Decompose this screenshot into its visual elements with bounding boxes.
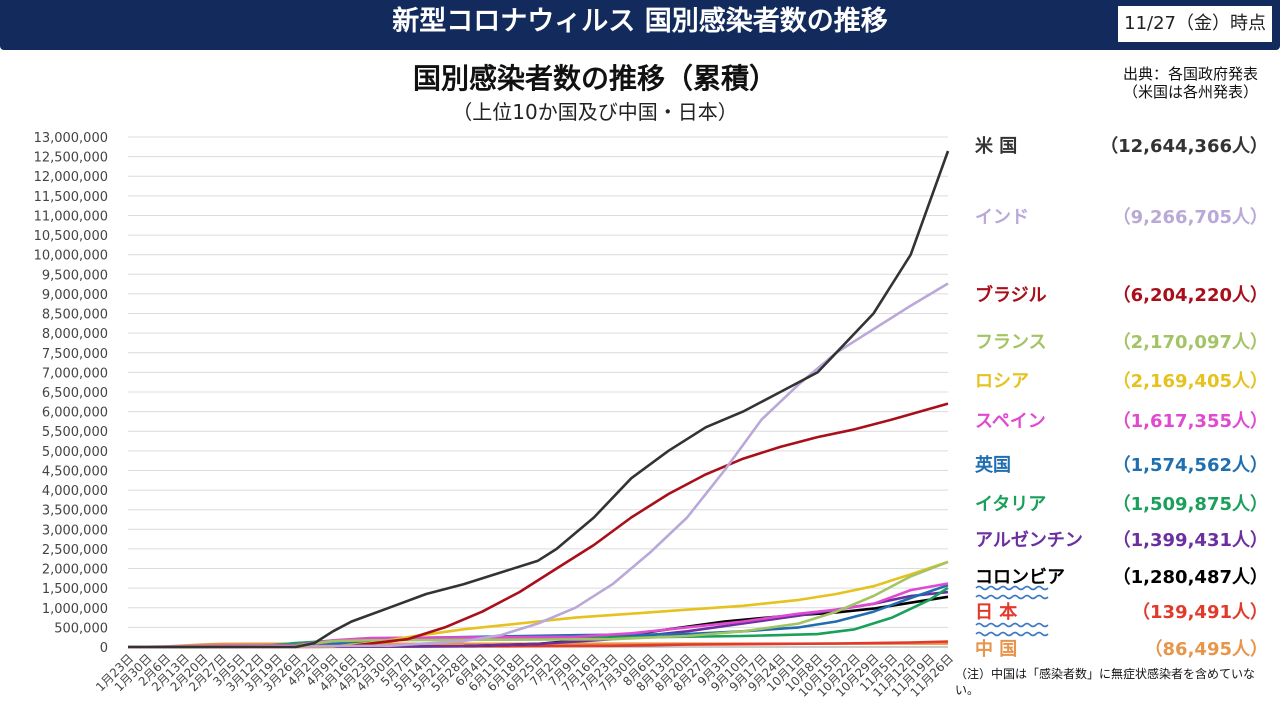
y-tick-label: 4,000,000 xyxy=(42,484,108,499)
wave-decoration xyxy=(975,631,1049,637)
legend-series-name: ロシア xyxy=(975,371,1029,392)
legend-series-value: （86,495人） xyxy=(1144,639,1268,660)
legend-series-name: 英国 xyxy=(975,455,1011,476)
series-line xyxy=(127,560,949,649)
y-tick-label: 1,500,000 xyxy=(42,582,108,597)
y-tick-label: 2,500,000 xyxy=(42,543,108,558)
y-tick-label: 12,000,000 xyxy=(34,170,108,185)
page-title: 新型コロナウィルス 国別感染者数の推移 xyxy=(392,6,888,37)
legend-series-value: （2,169,405人） xyxy=(1112,371,1268,392)
y-tick-label: 8,500,000 xyxy=(42,308,108,323)
chart-title: 国別感染者数の推移（累積） xyxy=(412,62,777,95)
legend-series-name: 日 本 xyxy=(975,602,1018,623)
series-line xyxy=(127,402,949,649)
series-line xyxy=(127,586,949,649)
y-tick-label: 8,000,000 xyxy=(42,327,108,342)
legend-series-value: （12,644,366人） xyxy=(1100,136,1268,157)
legend-series-value: （1,399,431人） xyxy=(1112,530,1268,551)
source-line-1: 出典：各国政府発表 xyxy=(1122,65,1258,83)
legend-series-name: スペイン xyxy=(975,411,1046,432)
series-line xyxy=(128,150,950,649)
legend-series-name: インド xyxy=(975,207,1029,228)
y-tick-label: 0 xyxy=(100,641,108,656)
wave-decoration xyxy=(975,585,1049,591)
y-tick-label: 3,500,000 xyxy=(42,504,108,519)
y-tick-label: 11,000,000 xyxy=(34,209,108,224)
legend-series-name: ブラジル xyxy=(975,285,1047,306)
y-tick-label: 13,000,000 xyxy=(34,131,108,146)
legend-series-name: 米 国 xyxy=(975,136,1018,157)
source-note: 出典：各国政府発表 （米国は各州発表） xyxy=(1123,65,1258,101)
legend-series-name: アルゼンチン xyxy=(975,530,1083,551)
y-tick-label: 4,500,000 xyxy=(42,464,108,479)
footnote: （注）中国は「感染者数」に無症状感染者を含めていない。 xyxy=(955,667,1256,697)
date-badge: 11/27（金）時点 xyxy=(1118,6,1272,42)
y-tick-label: 11,500,000 xyxy=(34,190,108,205)
legend-series-value: （1,509,875人） xyxy=(1112,494,1268,515)
y-tick-label: 9,000,000 xyxy=(42,288,108,303)
legend-series-value: （1,617,355人） xyxy=(1112,411,1268,432)
legend-series-name: 中 国 xyxy=(975,639,1018,660)
legend-series-value: （2,170,097人） xyxy=(1112,332,1268,353)
legend-series-name: コロンビア xyxy=(975,567,1065,588)
y-tick-label: 10,500,000 xyxy=(34,229,108,244)
legend-series-name: イタリア xyxy=(975,494,1047,515)
source-line-2: （米国は各州発表） xyxy=(1122,83,1258,101)
legend-series-value: （139,491人） xyxy=(1132,602,1268,623)
y-tick-label: 10,000,000 xyxy=(34,249,108,264)
y-tick-label: 6,000,000 xyxy=(42,406,108,421)
y-tick-label: 3,000,000 xyxy=(42,523,108,538)
header-banner: 新型コロナウィルス 国別感染者数の推移 11/27（金）時点 xyxy=(0,0,1280,50)
wave-decoration xyxy=(975,622,1049,628)
legend-series-value: （1,280,487人） xyxy=(1112,567,1268,588)
y-tick-label: 7,500,000 xyxy=(42,347,108,362)
y-tick-label: 7,000,000 xyxy=(42,366,108,381)
y-tick-label: 6,500,000 xyxy=(42,386,108,401)
legend-series-value: （6,204,220人） xyxy=(1112,285,1268,306)
y-tick-label: 1,000,000 xyxy=(42,602,108,617)
y-tick-label: 2,000,000 xyxy=(42,563,108,578)
y-tick-label: 500,000 xyxy=(54,621,108,636)
y-tick-label: 12,500,000 xyxy=(34,151,108,166)
series-line xyxy=(127,590,949,649)
legend-series-value: （9,266,705人） xyxy=(1112,207,1268,228)
series-line xyxy=(127,282,949,649)
y-tick-label: 5,000,000 xyxy=(42,445,108,460)
wave-decoration xyxy=(975,594,1049,600)
legend-series-value: （1,574,562人） xyxy=(1112,455,1268,476)
y-tick-label: 5,500,000 xyxy=(42,425,108,440)
y-tick-label: 9,500,000 xyxy=(42,268,108,283)
legend-series-name: フランス xyxy=(975,332,1047,353)
chart-subtitle: （上位10か国及び中国・日本） xyxy=(452,100,738,124)
